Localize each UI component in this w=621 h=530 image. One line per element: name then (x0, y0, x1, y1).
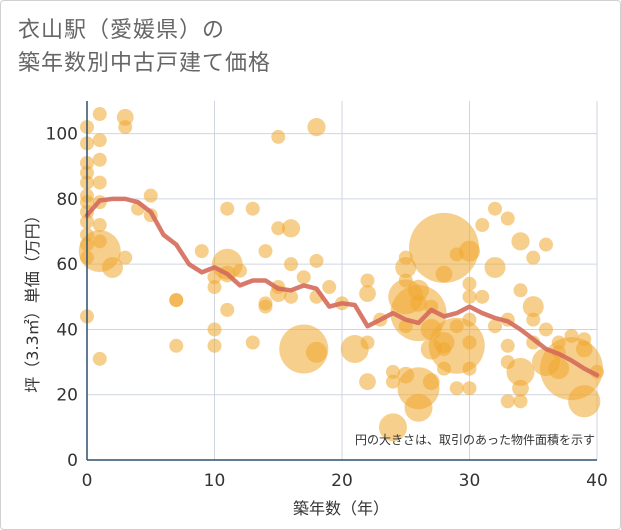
data-bubble (271, 221, 286, 236)
data-bubble (281, 219, 301, 238)
chart-title-line1: 衣山駅（愛媛県）の (18, 18, 226, 43)
data-bubble (258, 299, 273, 314)
data-bubble (526, 312, 541, 327)
data-bubble (462, 289, 477, 304)
data-bubble (386, 364, 400, 379)
axes: 0 10 20 30 40 0 20 40 60 80 100 (46, 101, 608, 491)
trend-line (84, 196, 600, 378)
data-bubble (118, 250, 133, 265)
data-bubble (92, 107, 107, 122)
data-bubble (449, 381, 464, 396)
y-tick-label: 40 (56, 320, 78, 340)
data-bubble (500, 338, 515, 353)
data-bubble (258, 244, 273, 259)
x-tick-label: 40 (586, 471, 608, 491)
x-tick-label: 10 (204, 471, 226, 491)
data-bubble (359, 373, 376, 391)
data-bubble (207, 322, 222, 337)
data-bubble (359, 285, 376, 302)
data-bubble (92, 175, 107, 190)
data-bubble (513, 283, 528, 298)
data-bubble (207, 280, 222, 295)
data-bubble (512, 379, 529, 397)
data-bubble (92, 152, 107, 167)
data-bubble (245, 335, 260, 350)
chart-title: 衣山駅（愛媛県）の 築年数別中古戸建て価格 (18, 14, 271, 80)
data-bubble (307, 118, 326, 137)
data-bubble (102, 256, 123, 278)
data-bubble (428, 317, 485, 374)
data-bubble (404, 393, 433, 422)
data-bubble (506, 357, 535, 386)
data-bubble (360, 335, 375, 350)
y-tick-label: 80 (56, 190, 78, 210)
data-bubble (92, 351, 107, 366)
data-bubble (306, 341, 327, 363)
data-bubble (322, 280, 337, 295)
x-tick-label: 30 (459, 471, 481, 491)
data-bubble (511, 232, 530, 251)
data-bubble (462, 361, 477, 376)
data-bubble (526, 250, 541, 265)
data-bubble (395, 256, 417, 278)
data-bubble (245, 201, 260, 216)
data-bubble (488, 319, 502, 334)
data-bubble (309, 253, 324, 268)
data-bubble (284, 289, 298, 304)
y-tick-label: 60 (56, 255, 78, 275)
data-bubble (435, 265, 453, 283)
data-bubble (500, 394, 515, 409)
data-bubble (379, 413, 407, 442)
x-axis-label: 築年数（年） (293, 499, 389, 518)
data-bubble (488, 201, 502, 216)
data-bubble (539, 322, 553, 337)
data-bubble (513, 394, 528, 409)
data-bubble (484, 256, 506, 278)
data-bubble (296, 270, 311, 285)
data-bubble (500, 211, 515, 226)
bubble-size-note: 円の大きさは、取引のあった物件面積を示す (355, 432, 595, 447)
data-bubble (522, 296, 544, 318)
data-bubble (360, 273, 375, 288)
data-bubble (475, 218, 490, 233)
data-bubble (207, 338, 222, 353)
data-bubble (539, 237, 553, 252)
data-bubble (462, 312, 477, 327)
data-bubble (462, 381, 477, 396)
data-bubble (233, 263, 247, 278)
data-bubble (422, 373, 440, 391)
data-bubble (220, 201, 235, 216)
trend-layer (84, 196, 600, 378)
data-bubble (116, 108, 134, 126)
data-bubble (568, 385, 601, 418)
data-bubble (194, 244, 209, 259)
data-bubble (271, 129, 286, 144)
bubble-layer (78, 107, 604, 442)
y-tick-label: 0 (67, 451, 78, 471)
data-bubble (169, 293, 184, 308)
y-axis-label: 坪（3.3㎡）単価（万円） (23, 207, 42, 392)
data-bubble (92, 133, 107, 148)
data-bubble (220, 302, 235, 317)
data-bubble (92, 218, 107, 233)
data-bubble (409, 212, 479, 283)
data-bubble (284, 257, 298, 272)
y-tick-label: 100 (46, 125, 78, 145)
chart-title-line2: 築年数別中古戸建て価格 (18, 51, 272, 76)
data-bubble (462, 335, 477, 350)
data-bubble (462, 276, 477, 291)
data-bubble (169, 338, 184, 353)
y-tick-label: 20 (56, 386, 78, 406)
x-tick-label: 0 (82, 471, 93, 491)
data-bubble (386, 374, 400, 389)
data-bubble (143, 188, 158, 203)
x-tick-label: 20 (331, 471, 353, 491)
data-bubble (459, 240, 480, 262)
data-bubble (475, 289, 490, 304)
data-bubble (575, 340, 593, 358)
